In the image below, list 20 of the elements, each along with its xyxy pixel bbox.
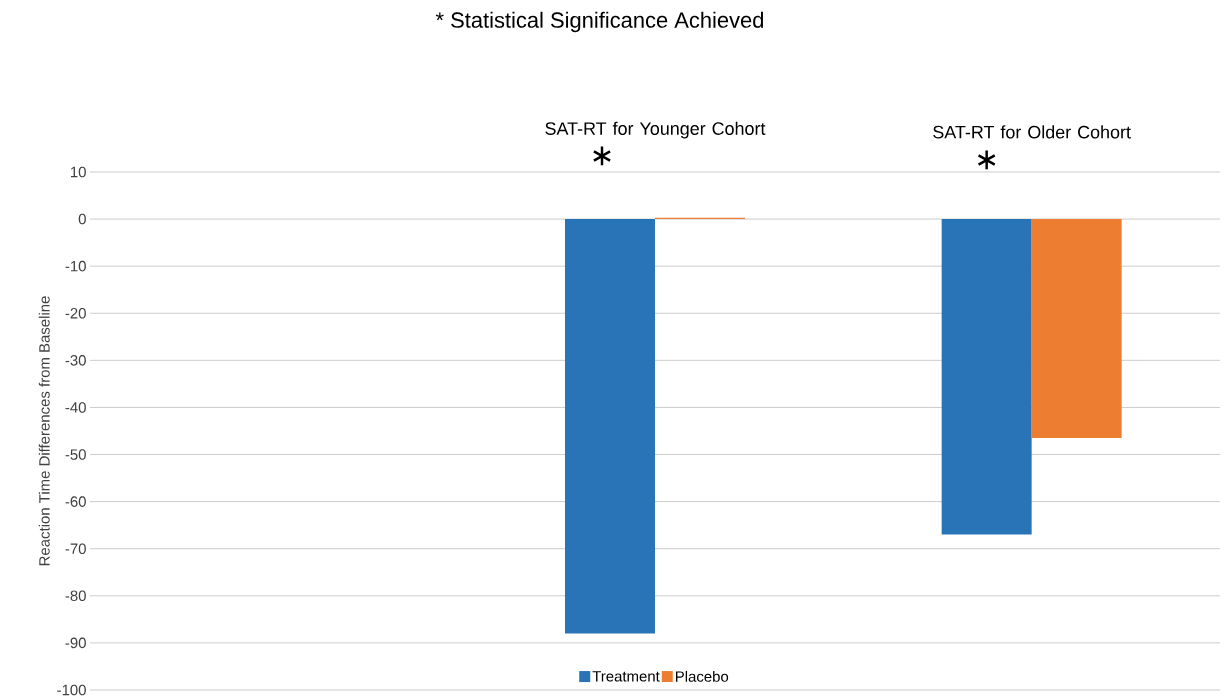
x-tick-label: SAT-RT for Older Cohort [933,125,1131,139]
y-tick-label: -70 [65,543,86,554]
y-tick-label: -10 [65,260,86,272]
y-tick-label: 10 [71,166,86,178]
text: ∗ [977,150,996,170]
y-tick-label: -90 [65,637,86,649]
x-tick-label: SAT-RT for Younger Cohort [545,121,766,139]
text: ∗ [593,146,611,166]
y-tick-label: -60 [65,496,86,507]
y-tick-label: -40 [65,402,86,413]
y-tick-label: -100 [57,684,86,696]
y-tick-label: -80 [65,590,86,602]
y-tick-label: -50 [65,449,86,460]
chart-title: * Statistical Significance Achieved [435,11,763,33]
y-tick-label: -20 [65,307,86,319]
y-tick-label: -30 [65,355,86,366]
y-tick-label: 0 [78,213,86,225]
legend-label: Placebo [675,670,729,682]
y-axis-title: Reaction Time Differences from Baseline [38,296,50,566]
legend-label: Treatment [592,671,660,682]
